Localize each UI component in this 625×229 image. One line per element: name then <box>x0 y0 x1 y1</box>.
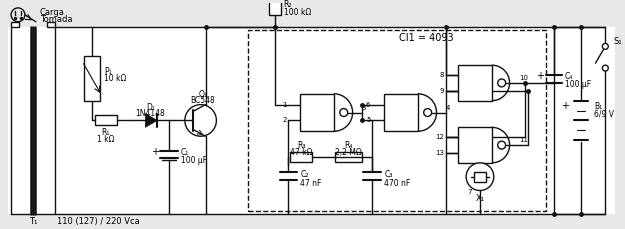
Text: 47 nF: 47 nF <box>300 179 322 188</box>
Bar <box>335 152 362 162</box>
Text: 6/9 V: 6/9 V <box>594 110 614 119</box>
Bar <box>248 30 546 211</box>
Text: +: + <box>536 71 544 81</box>
Text: Q₁: Q₁ <box>198 90 207 99</box>
Text: 10: 10 <box>519 75 529 81</box>
Circle shape <box>185 105 216 136</box>
Bar <box>269 0 281 15</box>
Text: 100 kΩ: 100 kΩ <box>284 8 311 17</box>
Text: 8: 8 <box>440 72 444 78</box>
Circle shape <box>466 163 494 191</box>
Text: R₃: R₃ <box>297 141 306 150</box>
Bar <box>95 115 117 125</box>
Circle shape <box>498 79 506 87</box>
Bar <box>458 127 492 163</box>
Bar <box>474 172 486 182</box>
Text: +: + <box>561 101 569 111</box>
Text: CI1 = 4093: CI1 = 4093 <box>399 33 454 44</box>
Text: BC548: BC548 <box>190 96 215 105</box>
Text: B₁: B₁ <box>594 102 602 111</box>
Text: C₁: C₁ <box>181 148 189 158</box>
Text: 1: 1 <box>282 102 286 108</box>
Text: R₁: R₁ <box>102 128 110 137</box>
Circle shape <box>340 109 348 117</box>
Text: 2,2 MΩ: 2,2 MΩ <box>335 147 362 156</box>
Text: 11: 11 <box>519 137 529 143</box>
Text: 2: 2 <box>282 117 286 123</box>
Text: 110 (127) / 220 Vca: 110 (127) / 220 Vca <box>58 217 140 226</box>
Bar <box>291 152 312 162</box>
Bar <box>11 22 19 27</box>
Text: 100 μF: 100 μF <box>565 80 591 89</box>
Text: C₄: C₄ <box>565 73 573 82</box>
Bar <box>8 27 615 214</box>
Text: +: + <box>151 147 159 157</box>
Circle shape <box>424 109 432 117</box>
Text: R₂: R₂ <box>284 0 292 9</box>
Circle shape <box>498 141 506 149</box>
Text: Carga: Carga <box>40 8 64 17</box>
Bar <box>300 94 334 131</box>
Text: 470 nF: 470 nF <box>384 179 411 188</box>
Bar <box>47 22 54 27</box>
Bar <box>384 94 418 131</box>
Text: R₄: R₄ <box>344 141 353 150</box>
Text: S₁: S₁ <box>613 37 622 46</box>
Text: 9: 9 <box>440 88 444 94</box>
Text: C₃: C₃ <box>384 170 392 179</box>
Text: 47 kΩ: 47 kΩ <box>290 147 312 156</box>
Text: 100 μF: 100 μF <box>181 156 207 165</box>
Text: 13: 13 <box>436 150 444 156</box>
Text: 10 kΩ: 10 kΩ <box>104 74 126 83</box>
Text: D₁: D₁ <box>146 103 155 112</box>
Text: 12: 12 <box>436 134 444 140</box>
Text: P₁: P₁ <box>104 67 111 76</box>
Text: 7: 7 <box>468 189 472 196</box>
Text: Tomada: Tomada <box>40 15 72 24</box>
Text: C₂: C₂ <box>300 170 309 179</box>
Circle shape <box>602 65 608 71</box>
Text: 5: 5 <box>366 117 371 123</box>
Text: 3: 3 <box>361 105 366 111</box>
Polygon shape <box>146 114 157 127</box>
Bar <box>458 65 492 101</box>
Text: X₁: X₁ <box>476 194 484 203</box>
Text: 4: 4 <box>446 105 450 111</box>
Text: 1 kΩ: 1 kΩ <box>97 135 114 144</box>
Text: 6: 6 <box>366 102 371 108</box>
Circle shape <box>602 44 608 49</box>
Text: 1N4148: 1N4148 <box>136 109 165 118</box>
Text: T₁: T₁ <box>29 217 37 226</box>
Bar <box>84 56 100 101</box>
